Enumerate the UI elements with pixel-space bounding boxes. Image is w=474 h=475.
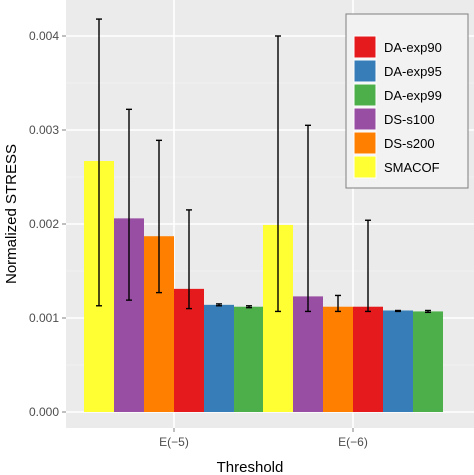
legend-swatch [353, 83, 377, 107]
bar [323, 306, 353, 412]
legend-swatch [353, 107, 377, 131]
bar [293, 296, 323, 412]
y-tick-label: 0.000 [29, 405, 59, 419]
legend-swatch [353, 35, 377, 59]
legend-label: DA-exp95 [384, 64, 442, 79]
bar [204, 304, 234, 412]
legend-label: DA-exp99 [384, 88, 442, 103]
x-tick-label: E(−5) [159, 435, 189, 449]
y-tick-label: 0.003 [29, 123, 59, 137]
error-bars [96, 18, 431, 314]
y-tick-label: 0.004 [29, 29, 59, 43]
bar [234, 306, 264, 412]
y-axis-title: Normalized STRESS [3, 144, 20, 284]
x-tick-label: E(−6) [338, 435, 368, 449]
bar [353, 306, 383, 412]
x-axis-ticks: E(−5) E(−6) [159, 428, 368, 449]
legend-label: DA-exp90 [384, 40, 442, 55]
legend: DA-exp90 DA-exp95 DA-exp99 DS-s100 DS-s200 SM… [345, 13, 469, 189]
legend-swatch [353, 155, 377, 179]
legend-label: DS-s200 [384, 136, 435, 151]
bars [84, 161, 443, 412]
y-axis-ticks: 0.000 0.001 0.002 0.003 0.004 [29, 29, 66, 419]
legend-swatch [353, 59, 377, 83]
legend-label: DS-s100 [384, 112, 435, 127]
y-tick-label: 0.002 [29, 217, 59, 231]
bar [413, 311, 443, 412]
legend-swatch [353, 131, 377, 155]
y-tick-label: 0.001 [29, 311, 59, 325]
bar [174, 288, 204, 412]
legend-label: SMACOF [384, 160, 440, 175]
x-axis-title: Threshold [217, 459, 284, 475]
bar [383, 310, 413, 412]
